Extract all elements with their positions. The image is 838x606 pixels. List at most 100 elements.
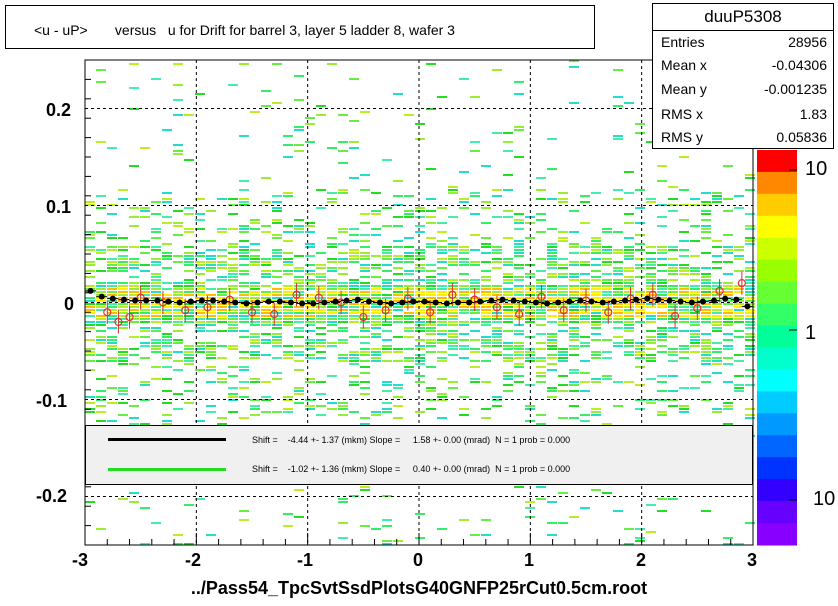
heat-cell — [415, 291, 425, 293]
heat-cell — [690, 240, 700, 242]
heat-cell — [536, 279, 546, 281]
heat-cell — [283, 309, 293, 311]
heat-cell — [492, 132, 502, 134]
heat-cell — [481, 237, 491, 239]
heat-cell — [206, 351, 216, 353]
heat-cell — [349, 315, 359, 317]
legend-line-black — [108, 438, 226, 441]
heat-cell — [514, 129, 524, 131]
heat-cell — [129, 294, 139, 296]
heat-cell — [723, 300, 733, 302]
heat-cell — [723, 408, 733, 410]
heat-cell — [151, 261, 161, 263]
heat-cell — [382, 288, 392, 290]
heat-cell — [283, 270, 293, 272]
heat-cell — [382, 321, 392, 323]
heat-cell — [690, 297, 700, 299]
heat-cell — [426, 297, 436, 299]
heat-cell — [679, 351, 689, 353]
heat-cell — [250, 282, 260, 284]
heat-cell — [459, 288, 469, 290]
heat-cell — [415, 231, 425, 233]
heat-cell — [723, 381, 733, 383]
heat-cell — [173, 543, 183, 545]
heat-cell — [239, 291, 249, 293]
heat-cell — [569, 276, 579, 278]
heat-cell — [107, 375, 117, 377]
heat-cell — [162, 333, 172, 335]
heat-cell — [173, 288, 183, 290]
heat-cell — [646, 300, 656, 302]
heat-cell — [151, 288, 161, 290]
heat-cell — [624, 528, 634, 530]
heat-cell — [591, 306, 601, 308]
heat-cell — [437, 222, 447, 224]
heat-cell — [602, 318, 612, 320]
heat-cell — [558, 192, 568, 194]
heat-cell — [393, 279, 403, 281]
heat-cell — [316, 312, 326, 314]
heat-cell — [624, 354, 634, 356]
heat-cell — [459, 291, 469, 293]
heat-cell — [734, 543, 744, 545]
heat-cell — [426, 309, 436, 311]
heat-cell — [294, 129, 304, 131]
heat-cell — [701, 345, 711, 347]
heat-cell — [536, 348, 546, 350]
heat-cell — [745, 213, 755, 215]
black-point — [588, 298, 595, 305]
heat-cell — [503, 384, 513, 386]
heat-cell — [558, 285, 568, 287]
heat-cell — [107, 294, 117, 296]
heat-cell — [206, 366, 216, 368]
heat-cell — [481, 261, 491, 263]
heat-cell — [173, 534, 183, 536]
heat-cell — [371, 327, 381, 329]
heat-cell — [679, 318, 689, 320]
heat-cell — [96, 330, 106, 332]
heat-cell — [338, 258, 348, 260]
heat-cell — [404, 252, 414, 254]
heat-cell — [624, 171, 634, 173]
heat-cell — [327, 312, 337, 314]
heat-cell — [426, 312, 436, 314]
heat-cell — [349, 357, 359, 359]
heat-cell — [283, 324, 293, 326]
heat-cell — [558, 321, 568, 323]
heat-cell — [162, 345, 172, 347]
heat-cell — [481, 243, 491, 245]
heat-cell — [558, 258, 568, 260]
heat-cell — [602, 231, 612, 233]
heat-cell — [140, 240, 150, 242]
heat-cell — [338, 189, 348, 191]
heat-cell — [481, 291, 491, 293]
heat-cell — [360, 342, 370, 344]
heat-cell — [162, 297, 172, 299]
heat-cell — [184, 207, 194, 209]
heat-cell — [723, 288, 733, 290]
heat-cell — [514, 276, 524, 278]
heat-cell — [536, 219, 546, 221]
heat-cell — [294, 228, 304, 230]
heat-cell — [283, 240, 293, 242]
heat-cell — [371, 336, 381, 338]
heat-cell — [492, 339, 502, 341]
heat-cell — [547, 315, 557, 317]
heat-cell — [514, 354, 524, 356]
heat-cell — [96, 303, 106, 305]
heat-cell — [140, 309, 150, 311]
black-point — [699, 298, 706, 305]
heat-cell — [382, 282, 392, 284]
heat-cell — [272, 195, 282, 197]
heat-cell — [558, 198, 568, 200]
heat-cell — [514, 222, 524, 224]
heat-cell — [481, 345, 491, 347]
heat-cell — [536, 315, 546, 317]
heat-cell — [173, 312, 183, 314]
heat-cell — [404, 216, 414, 218]
heat-cell — [404, 291, 414, 293]
heat-cell — [239, 381, 249, 383]
heat-cell — [635, 366, 645, 368]
heat-cell — [569, 345, 579, 347]
heat-cell — [338, 354, 348, 356]
